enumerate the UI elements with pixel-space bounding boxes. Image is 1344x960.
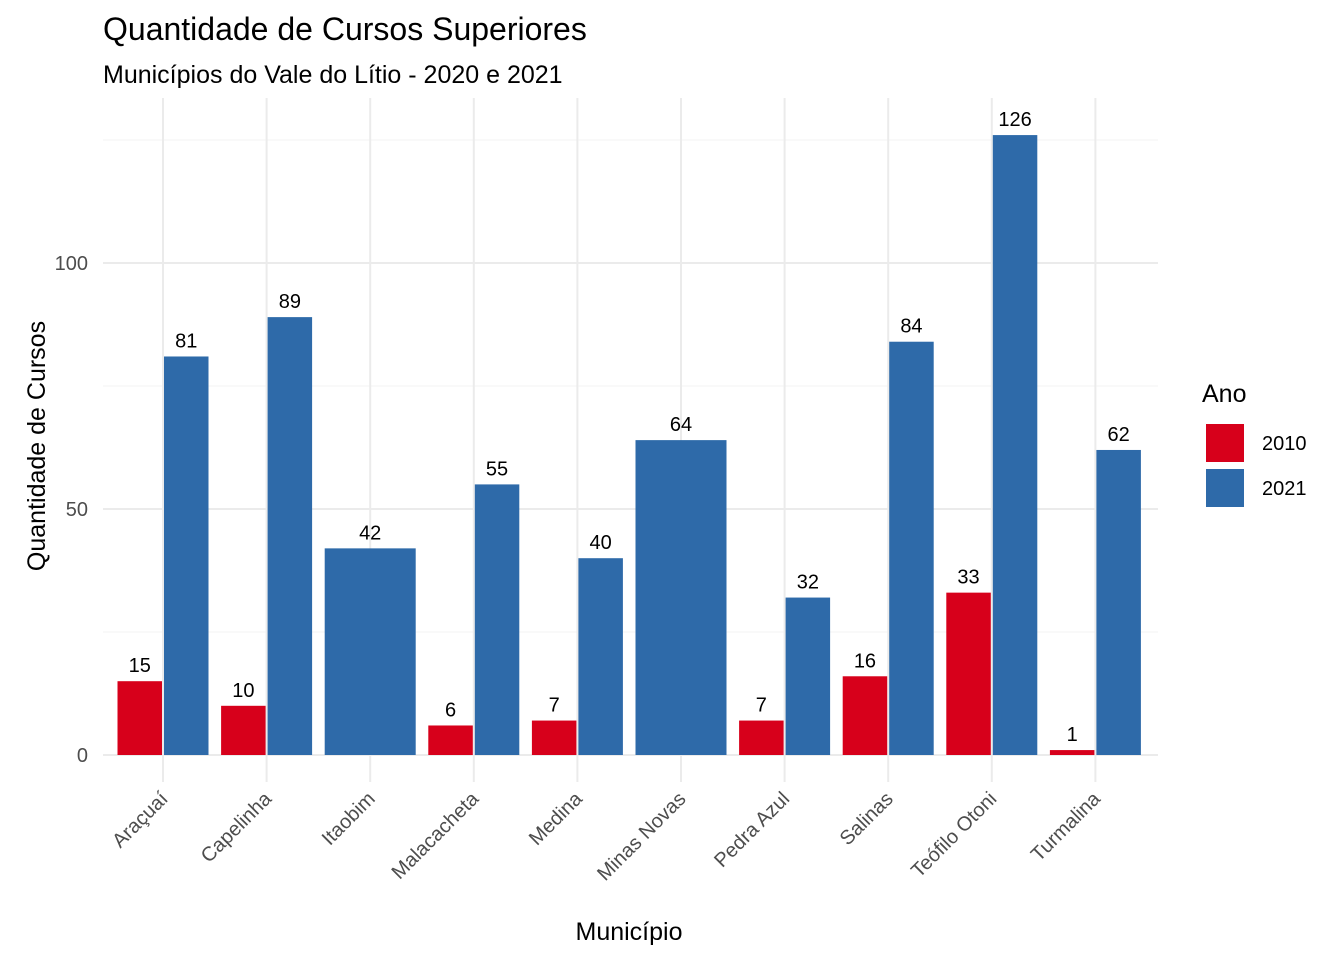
bar-value-label: 6 (445, 699, 456, 721)
bar-value-label: 7 (756, 695, 767, 717)
bar-2021 (635, 440, 727, 755)
x-tick-label: Minas Novas (593, 788, 690, 885)
y-tick-label: 100 (55, 253, 88, 275)
bar-value-label: 84 (900, 316, 922, 338)
bar-value-label: 126 (998, 109, 1031, 131)
bar-value-label: 55 (486, 458, 508, 480)
bar-2021 (474, 484, 520, 755)
bar-2010 (739, 720, 784, 755)
bar-value-label: 62 (1108, 424, 1130, 446)
bar-2021 (324, 548, 416, 755)
chart-title: Quantidade de Cursos Superiores (103, 11, 587, 47)
bar-value-label: 32 (797, 572, 819, 594)
bar-value-label: 89 (279, 291, 301, 313)
bar-value-label: 81 (175, 330, 197, 352)
bar-value-label: 7 (549, 695, 560, 717)
x-tick-label: Teófilo Otoni (907, 788, 1001, 882)
y-tick-label: 50 (66, 499, 88, 521)
bar-value-label: 1 (1067, 724, 1078, 746)
legend-label: 2021 (1262, 478, 1307, 500)
x-axis-ticks: Araçuaí Capelinha Itaobim Malacacheta Medina… (108, 787, 1105, 885)
x-tick-label: Medina (525, 787, 588, 850)
x-tick-label: Pedra Azul (710, 788, 794, 872)
x-tick-label: Salinas (836, 788, 898, 850)
bar-value-label: 10 (232, 680, 254, 702)
bar-value-label: 64 (670, 414, 692, 436)
bar-labels: 15 81 10 89 42 6 55 7 40 64 7 32 16 84 33 126 1 62 (129, 109, 1130, 746)
bar-value-label: 40 (590, 532, 612, 554)
bars (117, 135, 1141, 755)
bar-value-label: 33 (957, 567, 979, 589)
bar-2010 (117, 681, 162, 755)
bar-2010 (531, 720, 577, 755)
bar-2010 (428, 725, 473, 755)
legend-label: 2010 (1262, 433, 1307, 455)
legend-title: Ano (1202, 380, 1246, 408)
bar-2010 (946, 592, 991, 755)
bar-2021 (267, 317, 313, 755)
bar-2010 (1049, 750, 1095, 755)
bar-2021 (785, 597, 831, 755)
legend-swatch-2010 (1204, 422, 1246, 464)
x-tick-label: Turmalina (1027, 787, 1106, 866)
y-axis-title: Quantidade de Cursos (23, 321, 51, 571)
bar-2010 (221, 705, 266, 755)
y-axis-ticks: 0 50 100 (55, 253, 88, 767)
bar-2021 (164, 356, 209, 755)
bar-2021 (889, 341, 934, 755)
x-tick-label: Capelinha (197, 787, 277, 867)
bar-value-label: 42 (359, 522, 381, 544)
bar-2021 (992, 135, 1038, 755)
bar-2021 (578, 558, 623, 755)
x-axis-title: Município (576, 918, 683, 946)
legend-swatch-2021 (1204, 467, 1246, 509)
x-tick-label: Malacacheta (388, 787, 484, 883)
x-tick-label: Itaobim (318, 788, 380, 850)
legend: Ano 2010 2021 (1202, 380, 1307, 509)
bar-value-label: 15 (129, 655, 151, 677)
bar-2021 (1096, 449, 1141, 755)
chart-subtitle: Municípios do Vale do Lítio - 2020 e 202… (103, 61, 563, 89)
x-tick-label: Araçuaí (108, 788, 173, 853)
bar-2010 (842, 676, 888, 755)
y-tick-label: 0 (77, 745, 88, 767)
grid (103, 98, 1158, 782)
bar-value-label: 16 (854, 650, 876, 672)
